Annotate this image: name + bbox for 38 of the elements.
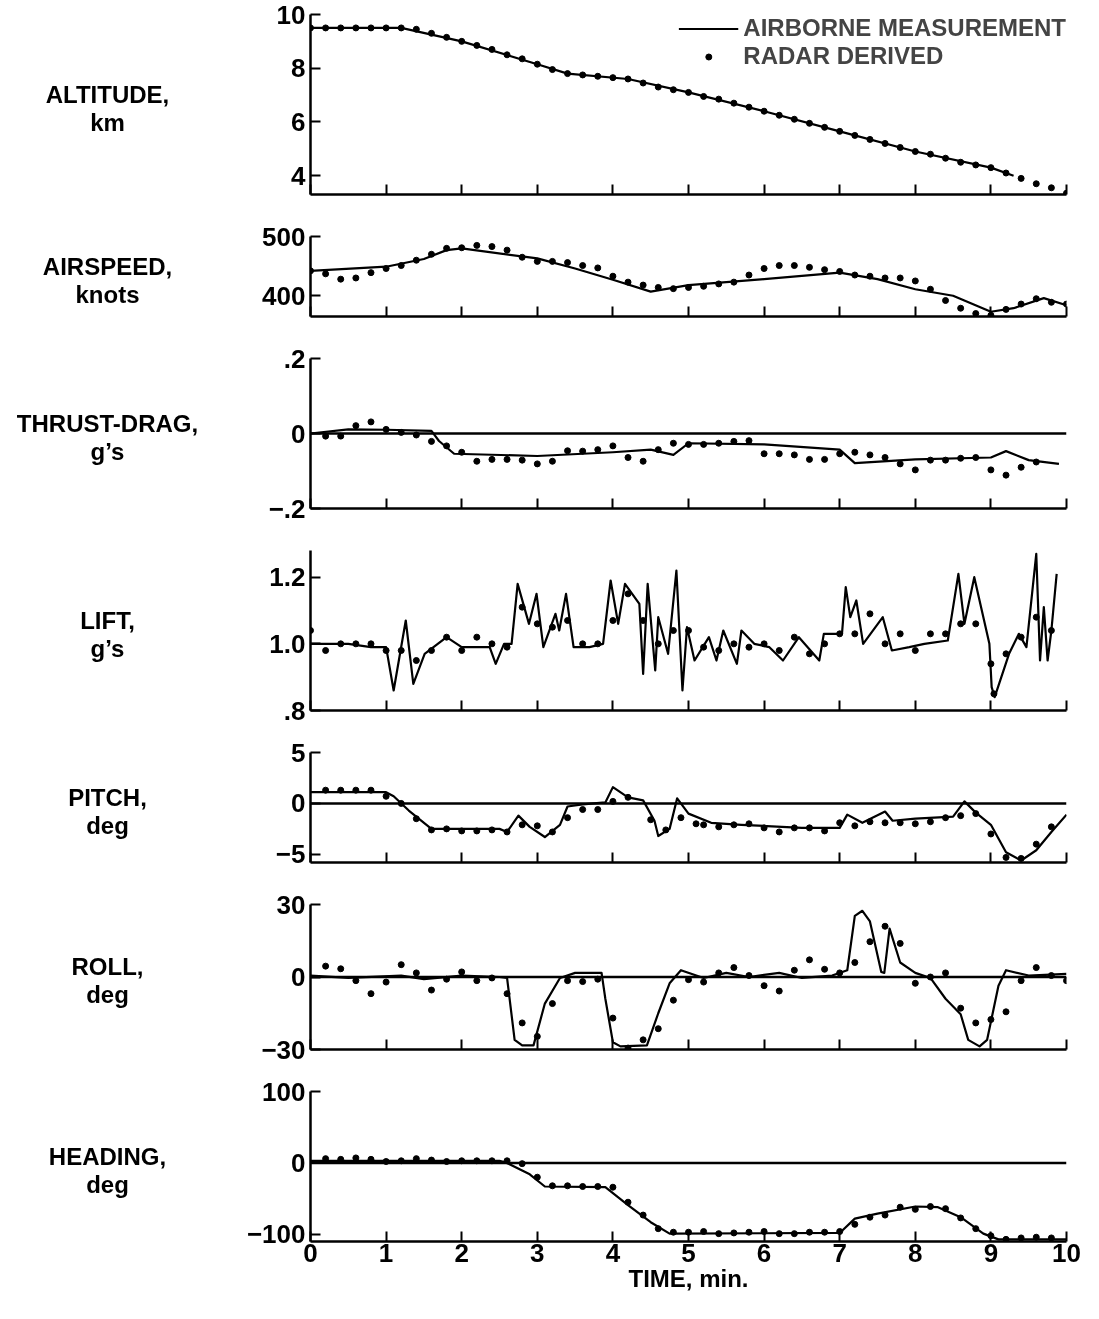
y-tick-label: −30 — [261, 1034, 306, 1065]
y-tick-label: 0 — [291, 1147, 306, 1178]
y-tick-label: 1.0 — [269, 628, 306, 659]
y-axis-title: AIRSPEED, knots — [42, 253, 173, 309]
y-tick-label: 10 — [276, 0, 306, 30]
x-tick-label: 1 — [378, 1237, 394, 1268]
x-tick-label: 3 — [530, 1237, 545, 1268]
y-tick-label: 30 — [276, 889, 306, 920]
legend-label: AIRBORNE MEASUREMENT — [743, 14, 1066, 42]
y-axis-title: HEADING, deg — [48, 1143, 167, 1199]
legend-label: RADAR DERIVED — [743, 42, 944, 70]
x-tick-label: 2 — [454, 1237, 469, 1268]
x-tick-label: 7 — [832, 1237, 847, 1268]
x-tick-label: 8 — [908, 1237, 923, 1268]
y-axis-title: THRUST-DRAG, g’s — [16, 410, 199, 466]
x-tick-label: 9 — [983, 1237, 999, 1268]
y-tick-label: 400 — [262, 280, 306, 311]
y-tick-label: 4 — [291, 160, 307, 191]
y-axis-title: LIFT, g’s — [80, 607, 135, 663]
y-axis-title: ALTITUDE, km — [45, 81, 170, 137]
y-tick-label: 6 — [291, 106, 306, 137]
y-tick-label: −5 — [275, 839, 306, 870]
y-tick-label: −.2 — [268, 493, 306, 524]
y-tick-label: 500 — [262, 221, 306, 252]
y-tick-label: 100 — [262, 1076, 306, 1107]
y-tick-label: .8 — [283, 695, 306, 726]
x-tick-label: 10 — [1052, 1237, 1081, 1268]
y-axis-title: PITCH, deg — [68, 784, 147, 840]
x-tick-label: 4 — [605, 1237, 621, 1268]
y-tick-label: 5 — [291, 737, 306, 768]
y-tick-label: 0 — [291, 418, 306, 449]
y-tick-label: 0 — [291, 962, 306, 992]
x-tick-label: 6 — [756, 1237, 772, 1268]
y-tick-label: 0 — [291, 788, 306, 819]
y-tick-label: .2 — [283, 343, 306, 374]
y-axis-title: ROLL, deg — [71, 953, 144, 1009]
y-tick-label: 1.2 — [269, 562, 306, 593]
y-tick-label: 8 — [291, 53, 306, 84]
